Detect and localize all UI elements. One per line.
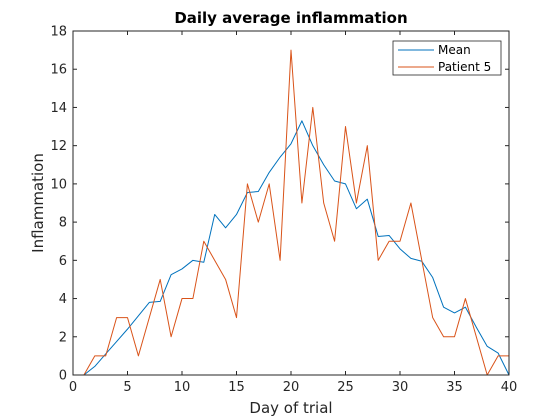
legend-label-mean: Mean xyxy=(438,43,471,57)
y-tick-label: 8 xyxy=(59,216,67,231)
y-tick-label: 12 xyxy=(50,139,67,154)
y-tick-label: 2 xyxy=(59,330,67,345)
legend: Mean Patient 5 xyxy=(392,40,502,76)
x-tick-label: 20 xyxy=(283,380,300,395)
y-tick-label: 4 xyxy=(59,292,67,307)
y-tick-label: 0 xyxy=(59,369,67,384)
chart-title: Daily average inflammation xyxy=(174,9,407,27)
x-tick-label: 10 xyxy=(174,380,191,395)
y-tick-label: 6 xyxy=(59,254,67,269)
plot-area xyxy=(73,31,509,375)
y-tick-label: 18 xyxy=(50,25,67,40)
y-tick-label: 14 xyxy=(50,101,67,116)
legend-box xyxy=(392,40,502,76)
series-line-patient-5 xyxy=(83,49,509,376)
y-tick-label: 10 xyxy=(50,177,67,192)
legend-label-patient-5: Patient 5 xyxy=(438,60,491,74)
ticks-layer: 0 5 10 15 20 25 30 35 40 0 2 4 6 8 10 12 14 16 18 xyxy=(50,25,517,396)
axes-box xyxy=(72,30,510,376)
series-layer xyxy=(83,49,510,376)
x-tick-label: 30 xyxy=(392,380,409,395)
y-tick-label: 16 xyxy=(50,63,67,78)
x-axis-label: Day of trial xyxy=(249,399,332,417)
x-tick-label: 15 xyxy=(228,380,245,395)
x-tick-label: 35 xyxy=(446,380,463,395)
x-tick-label: 5 xyxy=(123,380,131,395)
x-tick-label: 40 xyxy=(501,380,518,395)
y-axis-label: Inflammation xyxy=(29,153,47,253)
x-tick-label: 0 xyxy=(69,380,77,395)
x-tick-label: 25 xyxy=(337,380,354,395)
